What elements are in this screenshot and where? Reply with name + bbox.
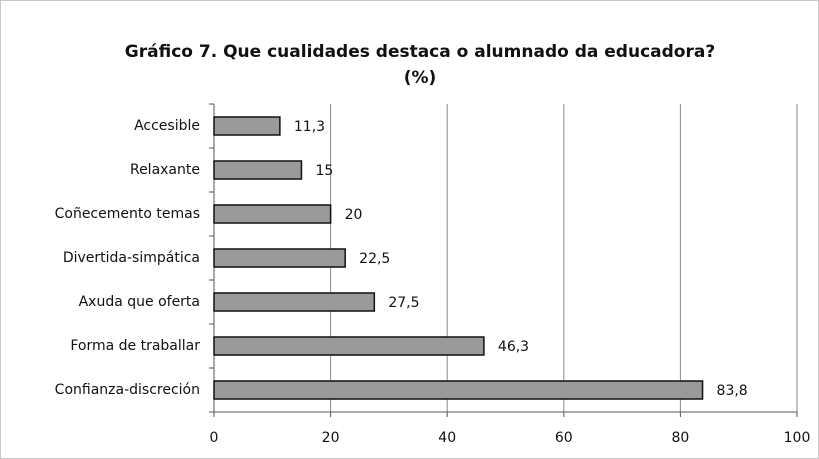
chart-title: Gráfico 7. Que cualidades destaca o alum… bbox=[125, 42, 715, 62]
data-label: 83,8 bbox=[717, 383, 748, 399]
data-label: 46,3 bbox=[498, 339, 529, 355]
x-tick-label: 20 bbox=[322, 430, 340, 446]
y-tick-label: Divertida-simpática bbox=[63, 250, 200, 266]
data-label: 20 bbox=[345, 207, 363, 223]
data-label: 11,3 bbox=[294, 119, 325, 135]
bar bbox=[213, 292, 376, 312]
y-tick-label: Axuda que oferta bbox=[79, 294, 200, 310]
data-label: 27,5 bbox=[388, 295, 419, 311]
bar bbox=[213, 380, 704, 400]
y-tick-label: Coñecemento temas bbox=[55, 206, 200, 222]
y-tick-label: Relaxante bbox=[130, 162, 200, 178]
x-tick-label: 60 bbox=[555, 430, 573, 446]
x-tick-label: 100 bbox=[784, 430, 811, 446]
x-tick-label: 0 bbox=[210, 430, 219, 446]
bar bbox=[213, 248, 346, 268]
bar bbox=[213, 116, 281, 136]
chart-title: (%) bbox=[404, 68, 437, 88]
y-tick-label: Accesible bbox=[134, 118, 200, 134]
x-tick-label: 80 bbox=[671, 430, 689, 446]
bar bbox=[213, 160, 303, 180]
y-tick-label: Confianza-discreción bbox=[55, 382, 200, 398]
data-label: 15 bbox=[315, 163, 333, 179]
x-tick-label: 40 bbox=[438, 430, 456, 446]
y-tick-label: Forma de traballar bbox=[70, 338, 200, 354]
data-label: 22,5 bbox=[359, 251, 390, 267]
bar bbox=[213, 336, 485, 356]
bar bbox=[213, 204, 332, 224]
